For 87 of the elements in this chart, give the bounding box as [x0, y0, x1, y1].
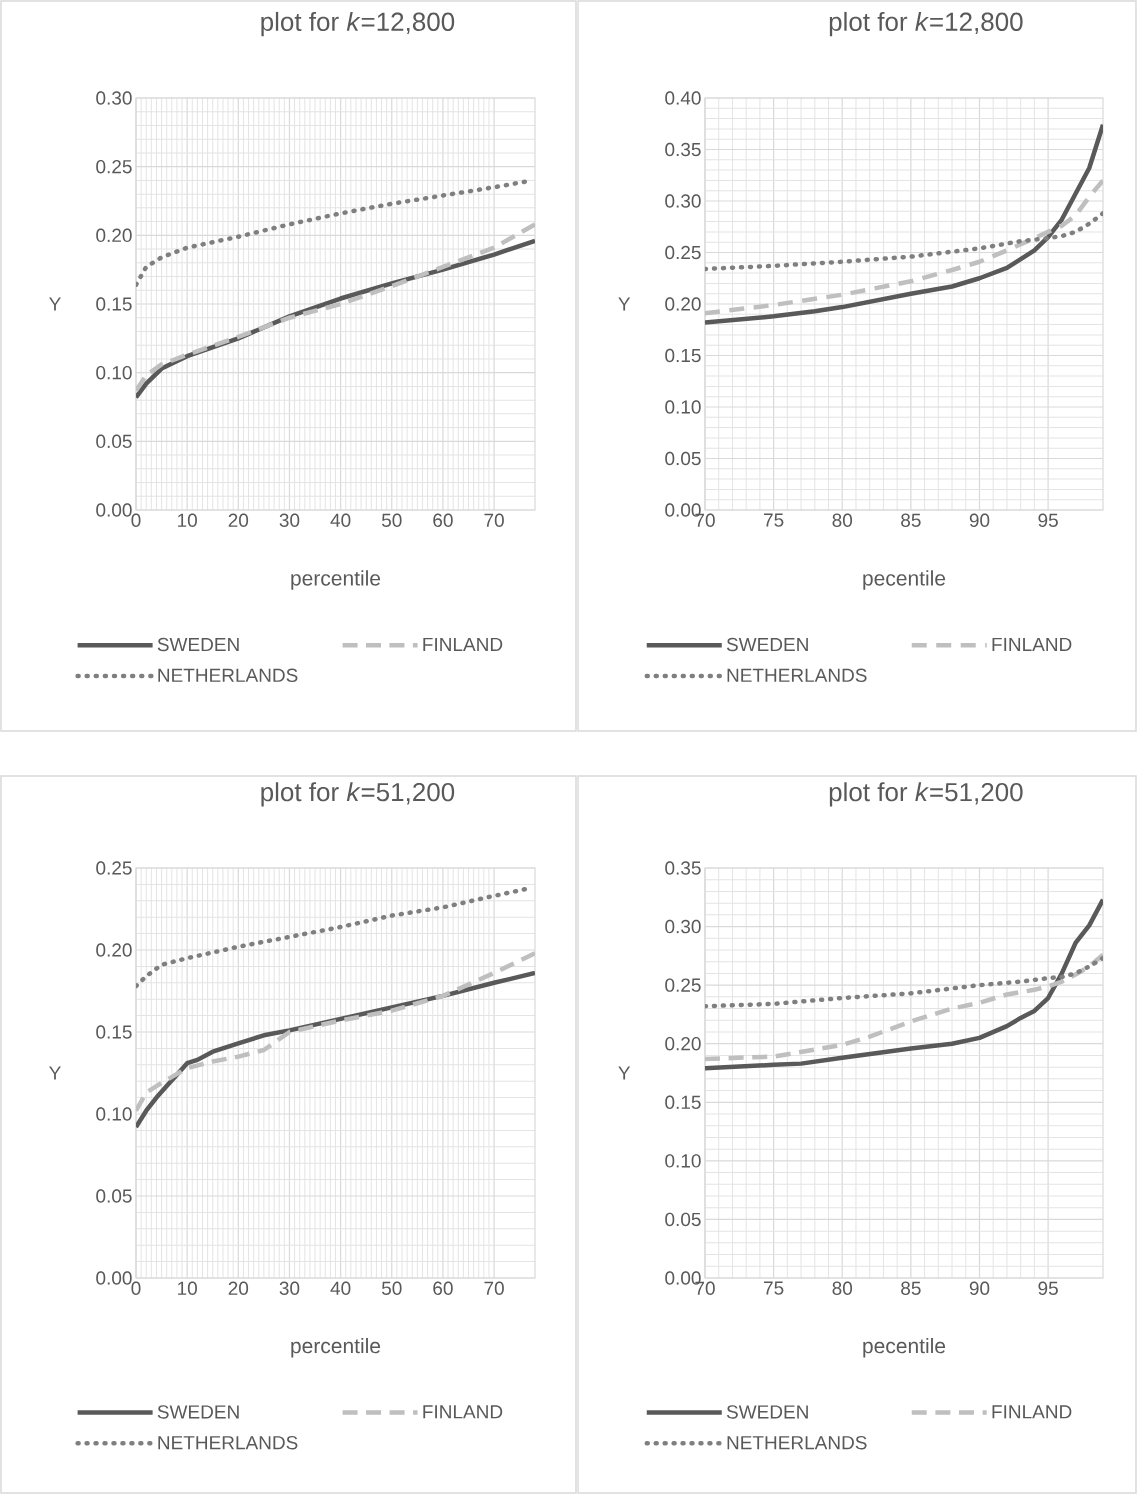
x-tick-label: 95: [1038, 1281, 1058, 1295]
x-tick-label: 70: [484, 1281, 504, 1295]
y-tick-label: 0.25: [665, 978, 701, 992]
line-series: [705, 897, 1103, 1071]
y-tick-label: 0.15: [665, 348, 701, 363]
line-series: [136, 951, 535, 1113]
x-axis-title: pecentile: [863, 1337, 946, 1358]
y-tick-label: 0.15: [96, 297, 132, 311]
y-tick-label: 0.30: [665, 919, 701, 934]
x-tick-label: 30: [279, 1281, 300, 1295]
x-tick-label: 20: [228, 1281, 249, 1295]
x-tick-label: 30: [279, 513, 300, 527]
chart-title: plot for k=51,200: [261, 782, 455, 807]
y-tick-label: 0.10: [665, 400, 701, 414]
line-series: [136, 179, 528, 288]
legend-label: SWEDEN: [157, 637, 239, 652]
legend-label: NETHERLANDS: [158, 668, 298, 683]
legend-label: FINLAND: [992, 1405, 1072, 1419]
x-tick-label: 40: [330, 513, 351, 527]
y-tick-label: 0.00: [96, 503, 132, 517]
legend-label: FINLAND: [423, 637, 503, 651]
chart-title: plot for k=12,800: [829, 11, 1023, 37]
x-tick-label: 10: [178, 513, 197, 527]
legend-label: NETHERLANDS: [158, 1435, 298, 1450]
y-axis-title: Y: [618, 297, 631, 311]
x-tick-label: 95: [1038, 513, 1058, 527]
chart-title: plot for k=51,200: [829, 782, 1023, 807]
x-tick-label: 20: [228, 513, 249, 527]
x-tick-label: 90: [969, 1281, 990, 1295]
x-tick-label: 50: [381, 513, 402, 527]
legend-label: FINLAND: [992, 637, 1072, 651]
y-axis-title: Y: [49, 297, 61, 311]
x-axis-title: percentile: [291, 1337, 381, 1358]
x-tick-label: 60: [433, 513, 453, 527]
y-tick-label: 0.25: [96, 861, 132, 875]
line-series: [705, 122, 1103, 325]
line-series: [705, 211, 1103, 272]
x-axis-title: percentile: [291, 570, 381, 590]
x-tick-label: 80: [832, 1281, 853, 1295]
line-series: [705, 178, 1103, 316]
legend-label: NETHERLANDS: [727, 668, 867, 683]
line-series: [136, 887, 528, 989]
y-tick-label: 0.10: [96, 1107, 132, 1121]
y-tick-label: 0.20: [96, 228, 132, 243]
y-tick-label: 0.05: [96, 1189, 132, 1203]
y-tick-label: 0.35: [665, 142, 701, 157]
legend-label: NETHERLANDS: [727, 1435, 867, 1450]
x-tick-label: 75: [764, 1281, 784, 1295]
y-tick-label: 0.30: [96, 91, 132, 105]
x-tick-label: 75: [764, 513, 784, 527]
line-series: [705, 955, 1103, 1009]
legend-label: SWEDEN: [726, 1405, 808, 1419]
y-tick-label: 0.35: [665, 861, 701, 875]
y-tick-label: 0.25: [96, 159, 132, 174]
x-tick-label: 85: [901, 513, 921, 527]
y-tick-label: 0.20: [96, 943, 132, 957]
y-tick-label: 0.30: [665, 194, 701, 208]
x-tick-label: 85: [901, 1281, 921, 1295]
x-tick-label: 80: [832, 513, 853, 527]
y-tick-label: 0.10: [665, 1154, 701, 1168]
x-tick-label: 60: [433, 1281, 453, 1295]
y-tick-label: 0.10: [96, 365, 132, 380]
legend-label: FINLAND: [423, 1405, 503, 1419]
y-tick-label: 0.05: [96, 434, 132, 449]
y-axis-title: Y: [618, 1066, 631, 1080]
x-tick-label: 10: [178, 1281, 197, 1295]
y-tick-label: 0.15: [96, 1025, 132, 1039]
x-tick-label: 40: [330, 1281, 351, 1295]
chart-title: plot for k=12,800: [261, 11, 455, 37]
y-tick-label: 0.00: [96, 1271, 132, 1285]
legend-label: SWEDEN: [157, 1405, 239, 1419]
y-tick-label: 0.05: [665, 1212, 701, 1227]
line-series: [705, 952, 1103, 1062]
x-tick-label: 70: [484, 513, 504, 527]
y-axis-title: Y: [49, 1066, 61, 1080]
y-tick-label: 0.05: [665, 451, 701, 466]
y-tick-label: 0.20: [665, 1036, 701, 1051]
legend-label: SWEDEN: [726, 637, 808, 652]
x-tick-label: 90: [969, 513, 990, 527]
y-tick-label: 0.25: [665, 245, 701, 260]
x-axis-title: pecentile: [863, 570, 946, 590]
x-tick-label: 50: [381, 1281, 402, 1295]
y-tick-label: 0.40: [665, 91, 701, 105]
y-tick-label: 0.15: [665, 1095, 701, 1110]
x-tick-label: 0: [131, 513, 141, 527]
y-tick-label: 0.20: [665, 297, 701, 311]
x-tick-label: 0: [131, 1281, 141, 1295]
